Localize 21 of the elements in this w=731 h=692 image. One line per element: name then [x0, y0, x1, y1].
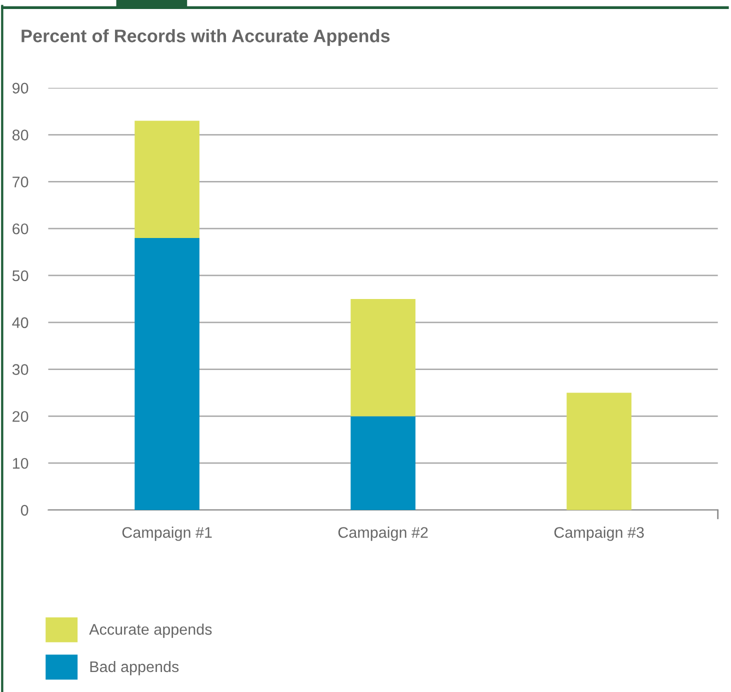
- y-tick-label: 10: [12, 458, 28, 469]
- legend-label: Bad appends: [90, 660, 179, 676]
- y-tick-label: 0: [20, 504, 28, 516]
- x-tick-label: Campaign #1: [122, 526, 212, 541]
- y-tick-label: 60: [12, 223, 28, 234]
- chart-title: Percent of Records with Accurate Appends: [22, 29, 390, 46]
- x-tick-label: Campaign #3: [554, 526, 644, 541]
- y-tick-label: 30: [12, 364, 28, 375]
- y-tick-label: 50: [12, 270, 28, 282]
- bar: [350, 416, 416, 510]
- bar: [350, 298, 416, 416]
- legend-label: Accurate appends: [89, 624, 212, 638]
- x-tick-label: Campaign #2: [338, 526, 428, 541]
- bar: [134, 120, 200, 238]
- y-tick-label: 70: [12, 176, 28, 188]
- bar: [134, 238, 200, 510]
- bar: [566, 392, 632, 510]
- y-tick-label: 90: [12, 82, 28, 94]
- y-tick-label: 20: [12, 411, 28, 422]
- y-tick-label: 40: [12, 317, 28, 328]
- y-tick-label: 80: [12, 130, 28, 140]
